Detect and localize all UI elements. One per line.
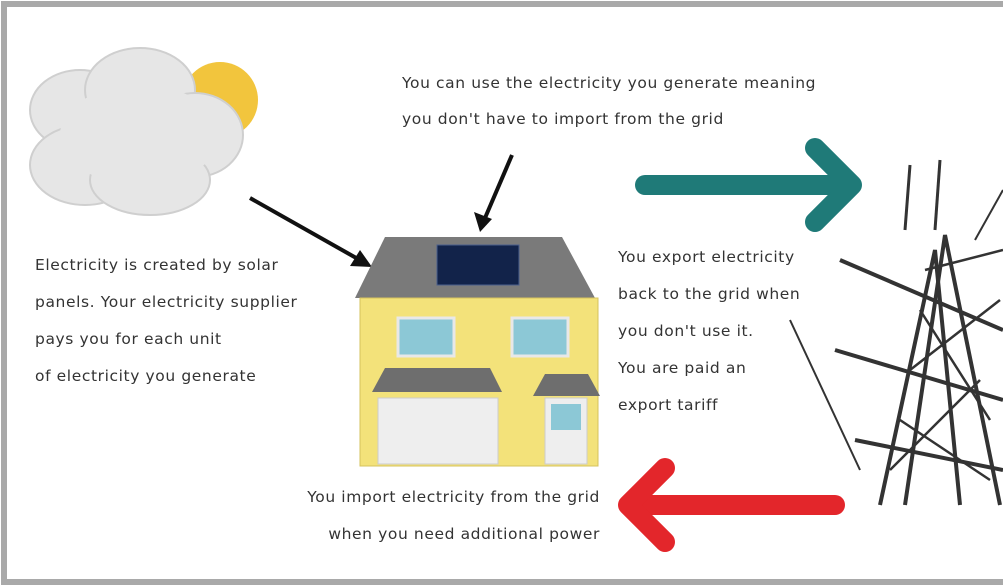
note-line: you don't use it. [618, 322, 754, 340]
note-line: Electricity is created by solar [35, 256, 278, 274]
note-line: You are paid an [617, 359, 746, 377]
note-line: when you need additional power [328, 525, 600, 543]
note-line: pays you for each unit [35, 330, 222, 348]
note-line: panels. Your electricity supplier [35, 293, 298, 311]
note-line: you don't have to import from the grid [402, 110, 724, 128]
diagram: You can use the electricity you generate… [0, 0, 1003, 586]
note-line: of electricity you generate [35, 367, 256, 385]
note-line: You import electricity from the grid [306, 488, 600, 506]
note-line: You can use the electricity you generate… [401, 74, 816, 92]
note-line: back to the grid when [618, 285, 800, 303]
note-line: export tariff [618, 396, 718, 414]
note-line: You export electricity [617, 248, 795, 266]
house [355, 237, 600, 466]
